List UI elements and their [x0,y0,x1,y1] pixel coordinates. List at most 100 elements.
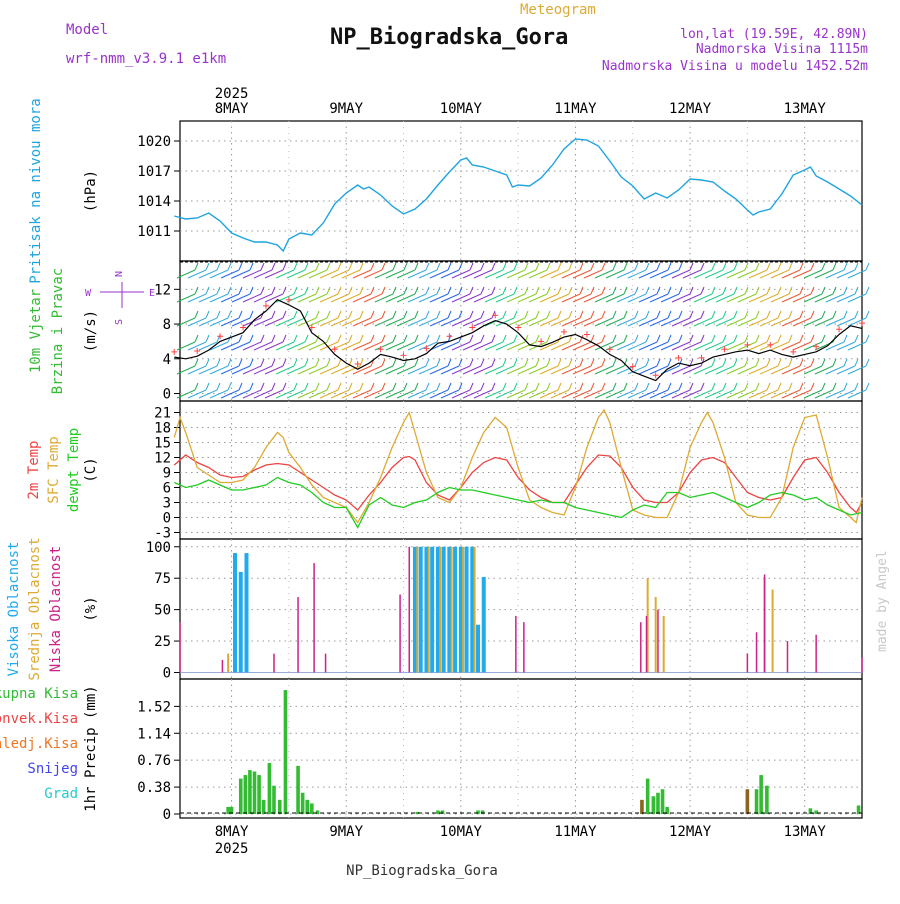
wind-barb [803,341,823,351]
wind-barb-flag [744,334,749,343]
cloud-bar [450,546,453,673]
wind-barb-flag [480,310,485,319]
wind-barb [286,365,306,375]
wind-barb [836,365,856,375]
precip-bar [436,810,440,814]
precip-bar [310,803,314,814]
gust-marker [469,324,476,331]
wind-barb-flag [854,262,859,271]
wind-barb-flag [513,286,518,295]
cloud-bar [861,657,863,673]
wind-barb-flag [403,310,408,319]
wind-barb-flag [601,262,606,271]
cloud-bar [476,624,481,673]
wind-barb [429,293,449,303]
wind-barb-flag [799,334,804,343]
wind-barb [495,293,515,303]
wind-barb [297,341,317,351]
wind-barb-flag [700,382,705,391]
wind-barb [737,389,757,399]
precip-bar [226,806,230,814]
precip-bar [305,799,310,814]
wind-barb [231,293,251,303]
wind-barb [550,365,570,375]
cloud-bar [755,632,758,673]
wind-barb [671,269,691,279]
wind-barb [341,293,361,303]
wind-barb-flag [766,262,771,271]
wind-barb-flag [326,358,331,367]
wind-barb-flag [381,334,386,343]
wind-barb [583,389,603,399]
wind-barb [550,269,570,279]
wind-barb [220,389,240,399]
wind-barb-flag [755,310,760,319]
wind-barb [396,317,416,327]
precip-bar [759,775,763,814]
wind-barb-flag [524,286,529,295]
wind-barb [187,317,207,327]
wind-barb-flag [590,286,595,295]
wind-barb [583,293,603,303]
wind-barb [341,365,361,375]
gust-marker [538,338,545,345]
temp-line-sfc-temp [173,408,863,524]
cloud-bar [418,546,423,673]
wind-barb [594,365,614,375]
wind-barb-flag [370,310,375,319]
wind-barb-flag [810,334,815,343]
panel-frame [179,678,863,819]
y-tick-label: 0 [163,807,171,823]
y-tick-label: 1014 [137,194,171,210]
wind-barb [704,293,724,303]
wind-barb-flag [612,262,617,271]
cloud-bar [771,589,774,673]
wind-barb [770,341,790,351]
wind-barb-flag [491,310,496,319]
wind-barb-flag [403,382,408,391]
wind-barb [286,317,306,327]
wind-barb [341,389,361,399]
wind-barb-flag [799,382,804,391]
wind-barb [352,389,372,399]
wind-barb [440,389,460,399]
wind-barb-flag [766,334,771,343]
wind-barb-flag [623,310,628,319]
wind-barb-flag [282,310,287,319]
wind-barb [649,317,669,327]
wind-barb [759,341,779,351]
cloud-bar [815,634,817,673]
wind-barb-flag [590,382,595,391]
wind-barb-flag [469,334,474,343]
wind-barb-flag [788,334,793,343]
wind-barb-flag [557,382,562,391]
wind-barb [781,389,801,399]
gust-marker [515,324,522,331]
wind-barb-flag [436,262,441,271]
wind-barb-flag [656,286,661,295]
wind-barb [594,293,614,303]
wind-barb [429,269,449,279]
wind-barb-flag [546,382,551,391]
wind-barb-flag [205,286,210,295]
wind-barb [517,269,537,279]
wind-barb-flag [821,382,826,391]
precip-bar [415,811,420,814]
wind-barb-flag [612,286,617,295]
panel-wind: 0 4 8 12 (m/s) 10m Vjetar Brzina i Pravac N E W S [28,260,870,403]
wind-barb [407,317,427,327]
wind-barb-flag [623,286,628,295]
wind-barb [374,269,394,279]
wind-barb-flag [238,358,243,367]
wind-barb [495,269,515,279]
wind-barb [748,365,768,375]
wind-barb [429,365,449,375]
wind-barb [726,389,746,399]
wind-barb [187,293,207,303]
wind-barb-flag [293,382,298,391]
wind-barb-flag [557,262,562,271]
precip-bar [808,808,813,814]
wind-barb-flag [194,286,199,295]
wind-barb-flag [271,262,276,271]
wind-barb [572,389,592,399]
